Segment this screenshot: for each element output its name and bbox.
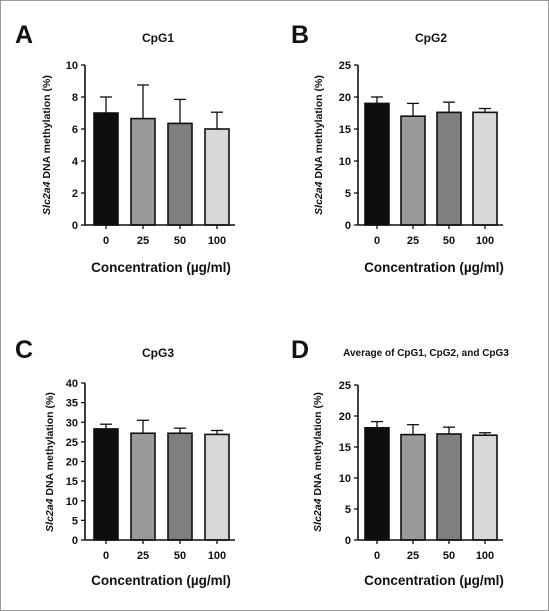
x-tick-label: 50 [174, 550, 186, 562]
y-tick-label: 5 [72, 515, 78, 527]
bar [204, 433, 230, 541]
y-tick-label: 10 [339, 156, 351, 168]
panel-d-ylabel: Slc2a4 DNA methylation (%) [312, 392, 324, 532]
x-tick-label: 0 [103, 550, 109, 562]
bar [400, 115, 426, 226]
x-tick-label: 25 [137, 235, 149, 247]
bar [400, 433, 426, 541]
x-tick-label: 100 [476, 235, 494, 247]
bar [472, 111, 498, 226]
y-tick-label: 8 [72, 92, 78, 104]
panel-letter-b: B [291, 21, 309, 49]
y-tick-label: 40 [66, 378, 78, 390]
y-tick-label: 30 [66, 417, 78, 429]
panel-a-ylabel-italic: Slc2a4 [41, 181, 53, 214]
bar [436, 433, 462, 541]
bar [167, 122, 193, 226]
x-tick-label: 25 [407, 550, 419, 562]
panel-letter-c: C [15, 336, 33, 364]
y-tick-label: 5 [345, 504, 351, 516]
y-tick-label: 10 [66, 496, 78, 508]
y-tick-label: 0 [345, 220, 351, 232]
bar [436, 111, 462, 226]
y-tick-label: 5 [345, 188, 351, 200]
bar [93, 428, 119, 541]
y-tick-label: 25 [339, 60, 351, 72]
panel-b-xlabel: Concentration (µg/ml) [364, 260, 504, 275]
panel-a-xlabel: Concentration (µg/ml) [91, 260, 231, 275]
x-tick-label: 100 [476, 550, 494, 562]
y-tick-label: 10 [66, 60, 78, 72]
panel-c-ylabel-italic: Slc2a4 [44, 498, 56, 531]
bar [364, 102, 390, 226]
y-tick-label: 15 [339, 124, 351, 136]
panel-d-title: Average of CpG1, CpG2, and CpG3 [343, 348, 509, 359]
bar [167, 432, 193, 541]
panel-letter-a: A [15, 21, 33, 49]
panel-a-title: CpG1 [142, 31, 174, 45]
panel-d: D Average of CpG1, CpG2, and CpG3 Slc2a4… [291, 336, 509, 588]
bar [93, 112, 119, 226]
panel-b: B CpG2 Slc2a4 DNA methylation (%) 0 5 10 15… [291, 21, 504, 275]
panel-letter-d: D [291, 336, 309, 364]
panel-a-ylabel: Slc2a4 DNA methylation (%) [41, 75, 53, 215]
y-tick-label: 6 [72, 124, 78, 136]
x-tick-label: 0 [374, 235, 380, 247]
y-tick-label: 20 [339, 92, 351, 104]
panel-c-ylabel: Slc2a4 DNA methylation (%) [44, 392, 56, 532]
y-tick-label: 2 [72, 188, 78, 200]
panel-c-title: CpG3 [142, 346, 174, 360]
y-tick-label: 10 [339, 473, 351, 485]
panel-b-ylabel: Slc2a4 DNA methylation (%) [313, 75, 325, 215]
panel-a-ylabel-rest: DNA methylation (%) [41, 75, 53, 181]
bar [364, 426, 390, 541]
y-tick-label: 20 [66, 457, 78, 469]
x-tick-label: 50 [443, 235, 455, 247]
panel-c-xlabel: Concentration (µg/ml) [91, 573, 231, 588]
y-tick-label: 0 [72, 220, 78, 232]
panel-d-xlabel: Concentration (µg/ml) [364, 573, 504, 588]
x-tick-label: 0 [374, 550, 380, 562]
x-tick-label: 0 [103, 235, 109, 247]
bar [472, 434, 498, 541]
panel-d-plot: 0 5 10 15 20 25 0 25 50 100 [339, 380, 503, 562]
bar [130, 432, 156, 541]
bar [204, 128, 230, 226]
panel-b-plot: 0 5 10 15 20 25 0 25 50 100 [339, 60, 503, 247]
panel-b-title: CpG2 [415, 31, 447, 45]
panel-c-plot: 0 5 10 15 20 25 30 35 40 0 25 50 100 [66, 378, 235, 562]
y-tick-label: 0 [345, 535, 351, 547]
bar [130, 117, 156, 226]
panel-b-ylabel-italic: Slc2a4 [313, 181, 325, 214]
y-tick-label: 35 [66, 398, 78, 410]
x-tick-label: 100 [208, 550, 226, 562]
y-tick-label: 4 [72, 156, 79, 168]
panel-b-ylabel-rest: DNA methylation (%) [313, 75, 325, 181]
y-tick-label: 25 [339, 380, 351, 392]
y-tick-label: 0 [72, 535, 78, 547]
panel-d-ylabel-italic: Slc2a4 [312, 498, 324, 531]
y-tick-label: 20 [339, 411, 351, 423]
panel-a: A CpG1 Slc2a4 DNA methylation (%) 0 2 4 6 8 1… [15, 21, 235, 275]
panel-c: C CpG3 Slc2a4 DNA methylation (%) 0 5 10 15… [15, 336, 235, 588]
panel-d-ylabel-rest: DNA methylation (%) [312, 392, 324, 498]
y-tick-label: 15 [339, 442, 351, 454]
x-tick-label: 50 [443, 550, 455, 562]
panel-c-ylabel-rest: DNA methylation (%) [44, 392, 56, 498]
x-tick-label: 50 [174, 235, 186, 247]
y-tick-label: 15 [66, 476, 78, 488]
x-tick-label: 100 [208, 235, 226, 247]
x-tick-label: 25 [407, 235, 419, 247]
y-tick-label: 25 [66, 437, 78, 449]
x-tick-label: 25 [137, 550, 149, 562]
